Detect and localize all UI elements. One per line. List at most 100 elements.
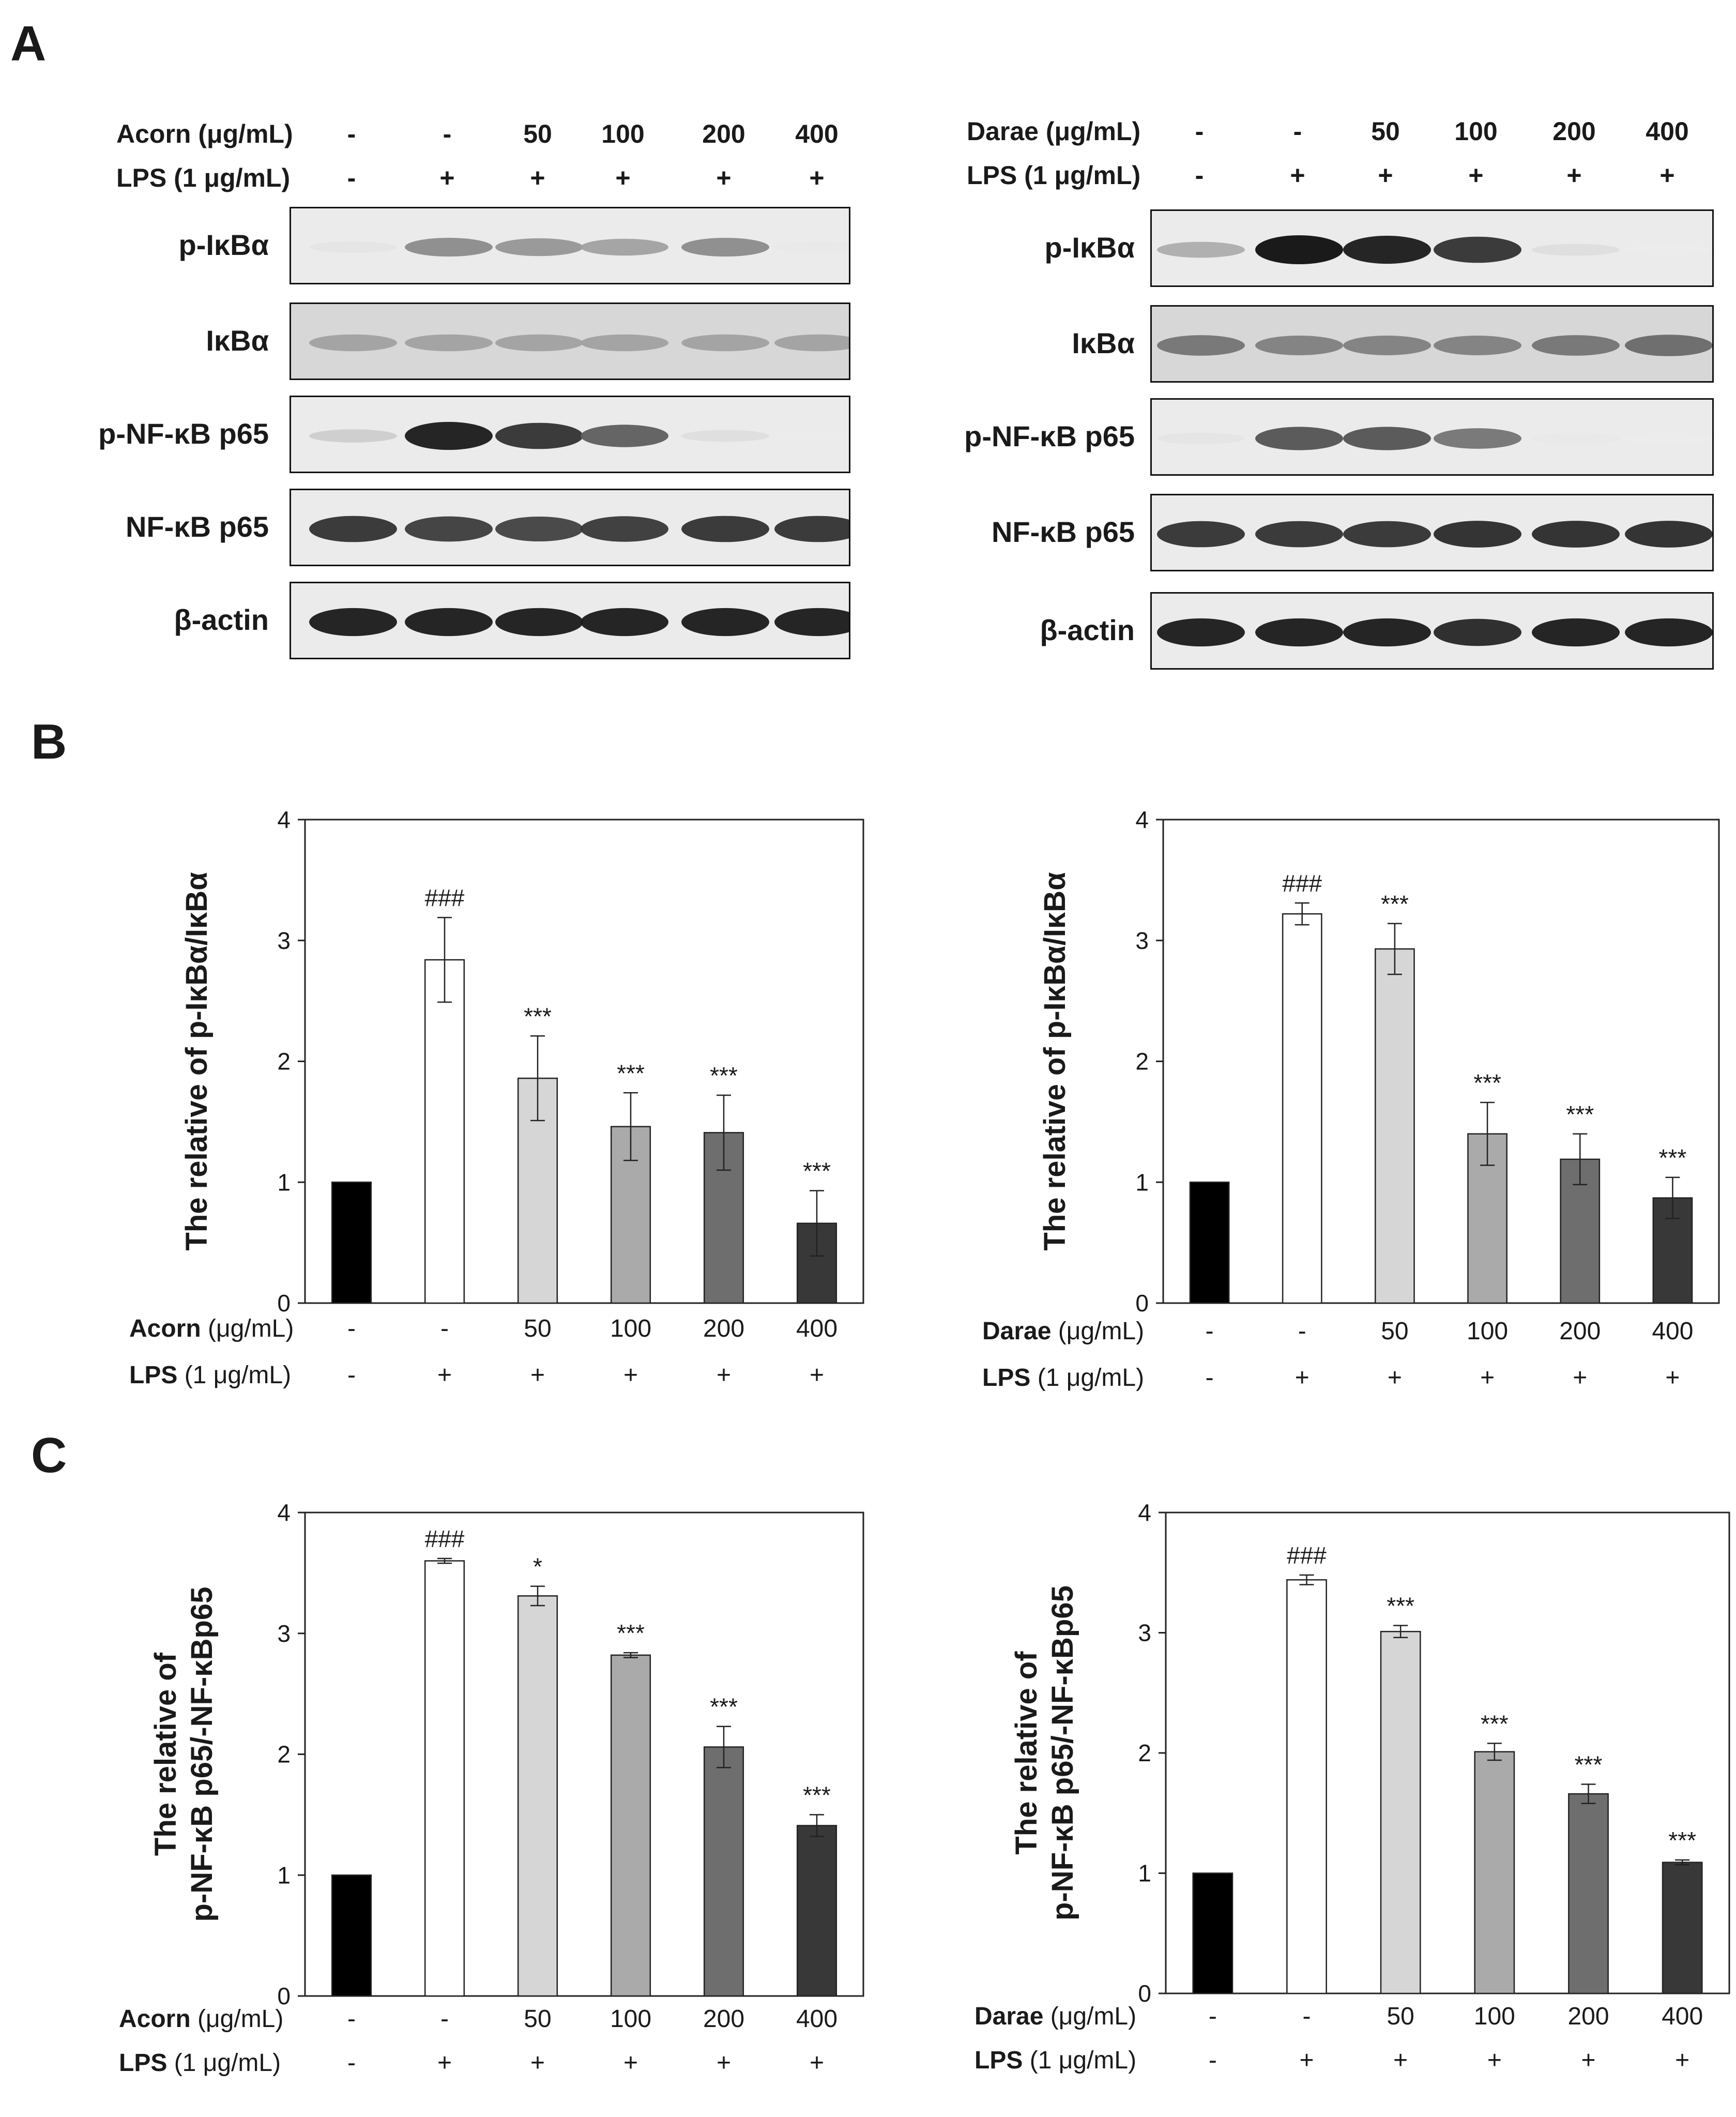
lps-value-label: + (1480, 1364, 1495, 1392)
x-category-label: 200 (703, 1315, 744, 1342)
bar (1286, 1579, 1327, 1994)
blot-strip (1150, 494, 1714, 571)
blot-band (581, 608, 668, 637)
x-category-label: 200 (1567, 2003, 1609, 2030)
significance-label: *** (1381, 890, 1409, 917)
blot-row-label: NF-κB p65 (125, 510, 269, 543)
blot-band (309, 334, 397, 352)
blot-band (495, 422, 583, 449)
x-category-label: - (1303, 2003, 1311, 2030)
blot-band (774, 608, 849, 637)
blot-band (495, 238, 583, 256)
blot-strip (1150, 592, 1714, 670)
bar (1282, 913, 1322, 1304)
panel-letter-c: C (31, 1428, 67, 1483)
blot-band (681, 608, 769, 637)
significance-label: ### (425, 1525, 465, 1552)
bar (796, 1825, 837, 1997)
x-category-label: - (347, 2005, 356, 2033)
bar (331, 1874, 372, 1997)
y-tick-label: 3 (1135, 927, 1149, 954)
significance-label: *** (710, 1062, 738, 1089)
significance-label: *** (524, 1003, 552, 1030)
blot-band (1255, 618, 1343, 647)
y-tick-label: 0 (277, 1983, 291, 2009)
y-tick-label: 4 (1135, 806, 1149, 833)
significance-label: *** (617, 1060, 645, 1086)
y-tick-label: 3 (277, 1620, 291, 1647)
treatment-value: 50 (523, 119, 552, 148)
treatment-value: 200 (702, 119, 745, 148)
lps-value-label: - (1206, 1364, 1214, 1392)
significance-label: *** (803, 1158, 831, 1185)
lps-axis-label: LPS (1 μg/mL) (982, 1364, 1144, 1392)
y-tick-label: 2 (277, 1741, 291, 1768)
significance-label: *** (1387, 1593, 1414, 1620)
bar (703, 1746, 744, 1997)
y-tick-label: 1 (277, 1862, 291, 1888)
blot-band (1434, 336, 1521, 355)
y-tick-label: 2 (1135, 1048, 1149, 1075)
lps-value-label: + (1299, 2047, 1314, 2074)
blot-band (774, 241, 849, 253)
x-category-label: 200 (703, 2005, 744, 2033)
lps-axis-label: LPS (1 μg/mL) (974, 2047, 1136, 2074)
x-category-label: - (1206, 1318, 1214, 1345)
y-axis-label: The relative of p-IκBα/IκBα (1038, 872, 1072, 1251)
treatment-value: - (443, 119, 452, 148)
significance-label: *** (1668, 1827, 1696, 1854)
chart-c-darae: 0 1 2 3 4 The relative of p-NF-κB p65/-NF-κBp6… (974, 1499, 1730, 2074)
blot-band (309, 241, 397, 253)
blot-strip (290, 489, 850, 566)
blot-band (1343, 235, 1431, 264)
x-category-label: 200 (1559, 1318, 1601, 1345)
x-category-label: 100 (1474, 2003, 1515, 2030)
blot-row-label: β-actin (1040, 614, 1135, 646)
y-axis-label: The relative of p-IκBα/IκBα (180, 872, 214, 1251)
blot-strip (1150, 398, 1714, 476)
lps-value: + (1290, 161, 1305, 190)
significance-label: *** (1473, 1069, 1501, 1096)
treatment-axis-label: Darae (μg/mL) (974, 2003, 1136, 2030)
treatment-value: 200 (1552, 117, 1596, 146)
lps-value: + (439, 163, 455, 192)
blot-band (1255, 336, 1343, 355)
blot-band (1343, 427, 1431, 450)
blot-band (405, 608, 493, 637)
blot-band (681, 430, 769, 442)
treatment-value: 400 (1646, 117, 1689, 146)
blot-band (405, 237, 493, 257)
blot-band (309, 608, 397, 637)
y-tick-label: 4 (277, 1499, 291, 1526)
treatment-value: - (1293, 117, 1302, 146)
significance-label: ### (425, 884, 465, 911)
blot-band (405, 421, 493, 450)
lps-axis-label: LPS (1 μg/mL) (129, 1362, 291, 1389)
significance-label: *** (1566, 1101, 1594, 1128)
blot-row-label: p-IκBα (178, 229, 269, 261)
lps-axis-label: LPS (1 μg/mL) (119, 2049, 281, 2077)
x-category-label: - (1298, 1318, 1306, 1345)
treatment-value: 100 (601, 119, 645, 148)
panel-letter-a: A (10, 16, 47, 71)
lps-value: + (809, 163, 825, 192)
blot-band (681, 237, 769, 257)
y-tick-label: 2 (1138, 1740, 1151, 1766)
panel-letter-b: B (31, 714, 67, 769)
x-category-label: 400 (796, 1315, 837, 1342)
blot-band (1434, 428, 1521, 449)
blot-band (581, 425, 668, 447)
blot-band (1532, 244, 1620, 256)
plot-frame (304, 1511, 864, 1997)
blot-band (309, 429, 397, 443)
lps-value-label: - (1209, 2047, 1217, 2074)
chart-b-acorn: 0 1 2 3 4 The relative of p-IκBα/IκBα ### *** **… (129, 806, 864, 1389)
chart-c-acorn: 0 1 2 3 4 The relative of p-NF-κB p65/-NF-κBp6… (119, 1499, 864, 2077)
blot-strip (290, 207, 850, 284)
blot-band (405, 334, 493, 352)
blot-strip (290, 582, 850, 659)
blot-band (774, 430, 849, 442)
x-category-label: - (347, 1315, 356, 1342)
lps-value-label: + (530, 2049, 545, 2077)
y-axis-label: p-NF-κB p65/-NF-κBp65 (1046, 1585, 1079, 1921)
